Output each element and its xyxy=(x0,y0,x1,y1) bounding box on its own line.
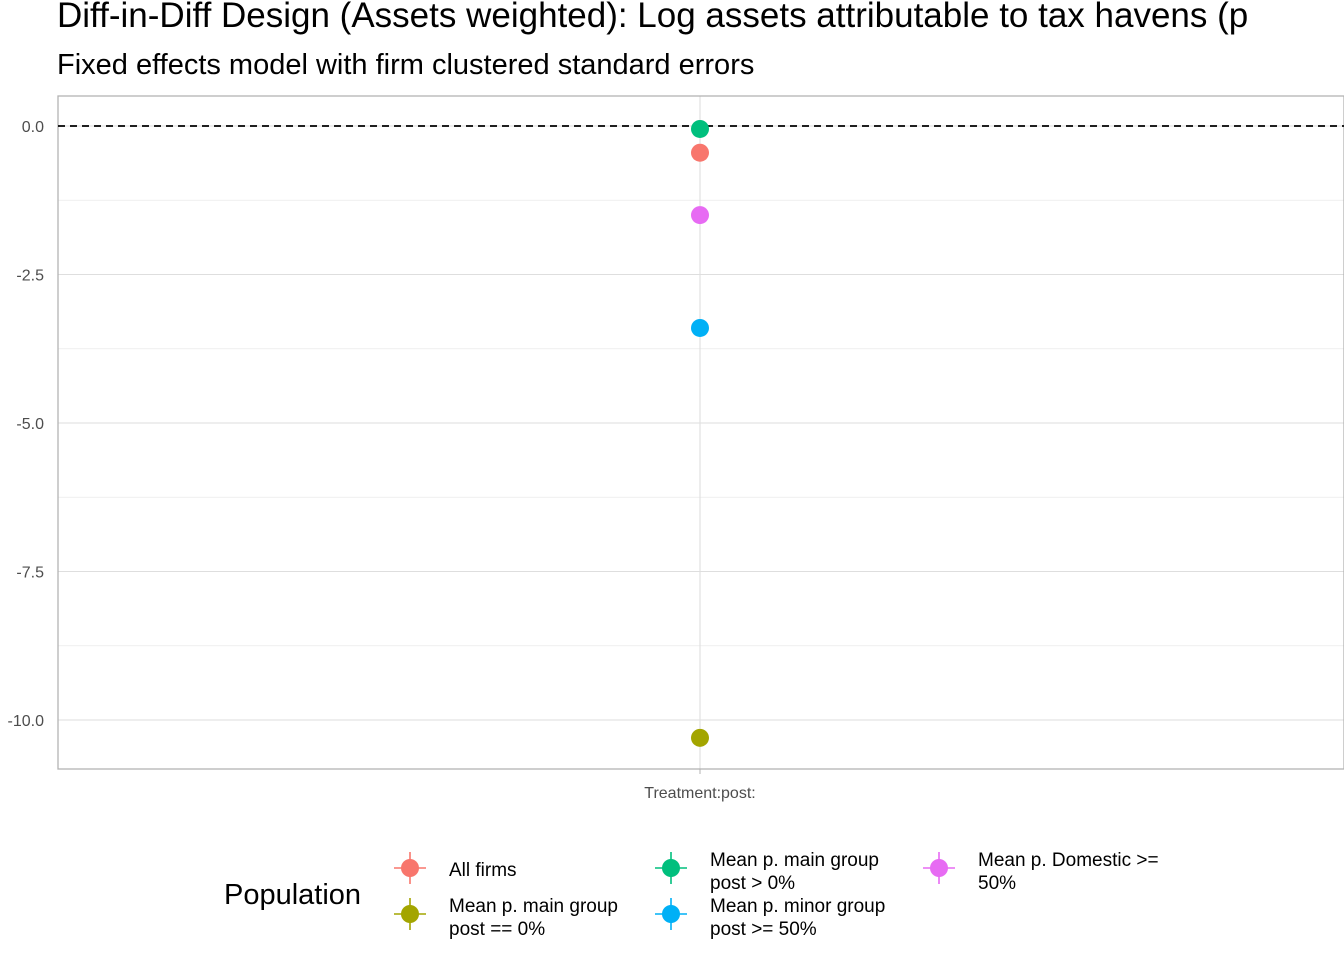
legend-title: Population xyxy=(224,879,361,911)
x-tick-label: Treatment:post: xyxy=(644,785,755,802)
series-mean-p-main-group-post-0 xyxy=(691,728,709,747)
legend-key-point xyxy=(930,859,948,877)
legend-item: All firms xyxy=(394,852,517,884)
legend-label: Mean p. main group xyxy=(449,896,618,917)
y-tick-label: 0.0 xyxy=(22,119,44,136)
data-points xyxy=(691,119,709,747)
legend-label: post >= 50% xyxy=(710,919,817,940)
x-axis: Treatment:post: xyxy=(644,769,756,802)
y-tick-label: -5.0 xyxy=(16,416,44,433)
legend-label: Mean p. main group xyxy=(710,850,879,871)
panel-border xyxy=(57,95,1344,770)
series-mean-p-minor-group-post-50 xyxy=(691,318,709,337)
legend-key-point xyxy=(662,905,680,923)
series-mean-p-domestic-50 xyxy=(691,206,709,225)
chart-subtitle: Fixed effects model with firm clustered … xyxy=(57,49,754,81)
data-point xyxy=(691,318,709,337)
legend-label: Mean p. Domestic >= xyxy=(978,850,1159,871)
series-all-firms xyxy=(691,143,709,162)
legend-label: Mean p. minor group xyxy=(710,896,885,917)
legend-label: post > 0% xyxy=(710,873,795,894)
y-tick-label: -10.0 xyxy=(8,713,45,730)
legend-label: All firms xyxy=(449,860,517,881)
legend-label: post == 0% xyxy=(449,919,545,940)
data-point xyxy=(691,206,709,225)
legend-key-point xyxy=(662,859,680,877)
y-tick-label: -2.5 xyxy=(16,268,44,285)
panel-background xyxy=(58,96,1344,769)
legend-item: Mean p. Domestic >=50% xyxy=(923,850,1159,894)
data-point xyxy=(691,143,709,162)
legend-key-point xyxy=(401,905,419,923)
y-axis: 0.0 -2.5 -5.0 -7.5 -10.0 xyxy=(8,119,45,730)
data-point xyxy=(691,119,709,138)
legend-label: 50% xyxy=(978,873,1016,894)
plot-panel xyxy=(57,95,1344,770)
series-mean-p-main-group-post-0 xyxy=(691,119,709,138)
legend-key-point xyxy=(401,859,419,877)
chart-title: Diff-in-Diff Design (Assets weighted): L… xyxy=(57,0,1248,35)
y-tick-label: -7.5 xyxy=(16,565,44,582)
data-point xyxy=(691,728,709,747)
